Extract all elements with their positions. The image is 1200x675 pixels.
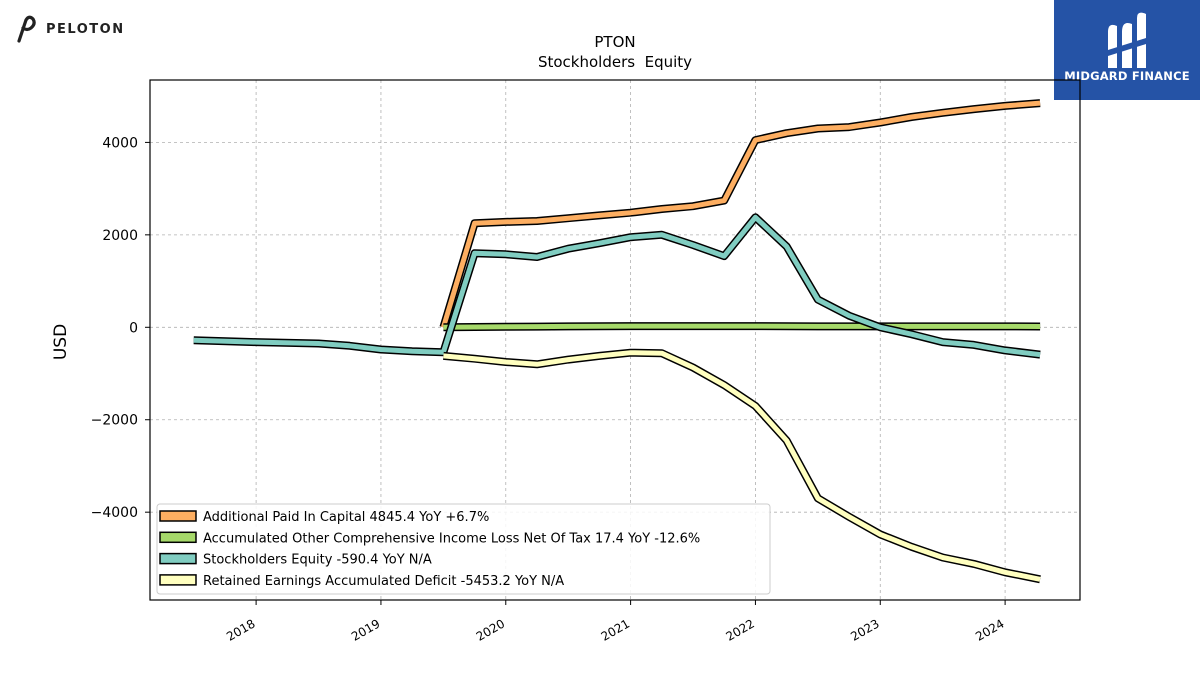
- series-outline-0: [439, 99, 1041, 329]
- series-line-1: [443, 323, 1041, 330]
- series-line-3: [443, 350, 1041, 582]
- chart-subtitle: Stockholders Equity: [538, 53, 692, 71]
- x-tick-label: 2021: [599, 616, 632, 643]
- series-line-0: [441, 100, 1041, 329]
- series-lines: [193, 99, 1041, 584]
- y-axis-label: USD: [51, 324, 71, 360]
- legend-entry: Retained Earnings Accumulated Deficit -5…: [203, 574, 564, 589]
- legend-swatch: [159, 552, 197, 565]
- legend-entry: Stockholders Equity -590.4 YoY N/A: [203, 553, 432, 568]
- x-tick-label: 2024: [973, 616, 1006, 643]
- y-tick-label: 2000: [102, 228, 138, 244]
- x-tick-label: 2023: [848, 616, 881, 643]
- midgard-mark-icon: [1108, 12, 1146, 69]
- y-tick-label: 0: [129, 320, 138, 336]
- chart-title: PTON: [594, 33, 635, 51]
- plot-frame: [149, 79, 1081, 601]
- legend-swatch: [159, 531, 197, 544]
- legend-swatch: [159, 574, 197, 586]
- y-tick-label: 4000: [102, 135, 138, 151]
- legend-entry: Accumulated Other Comprehensive Income L…: [203, 531, 700, 546]
- peloton-p-icon: [17, 15, 36, 43]
- legend-entry: Additional Paid In Capital 4845.4 YoY +6…: [203, 510, 489, 525]
- peloton-logo: PELOTON: [14, 14, 125, 44]
- x-tick-label: 2020: [474, 616, 507, 643]
- x-tick-label: 2018: [224, 616, 257, 643]
- midgard-logo-text: MIDGARD FINANCE: [1064, 69, 1190, 83]
- x-tick-label: 2022: [723, 616, 756, 643]
- peloton-logo-text: PELOTON: [46, 21, 125, 37]
- legend-box: [156, 503, 771, 595]
- midgard-finance-logo: MIDGARD FINANCE: [1054, 0, 1200, 100]
- y-tick-label: −4000: [91, 505, 138, 521]
- legend-swatch: [159, 510, 197, 522]
- series-line-2: [193, 214, 1041, 358]
- y-tick-label: −2000: [91, 413, 138, 429]
- legend: Additional Paid In Capital 4845.4 YoY +6…: [156, 503, 771, 595]
- x-tick-label: 2019: [349, 616, 382, 643]
